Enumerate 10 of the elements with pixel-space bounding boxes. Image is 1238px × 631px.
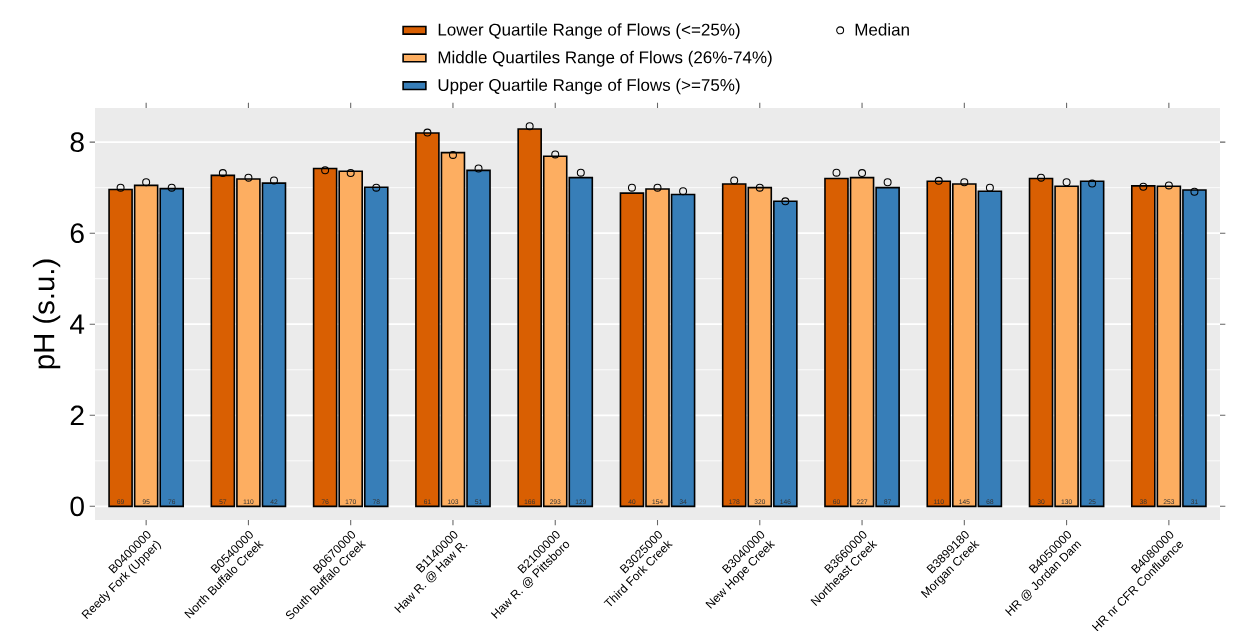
legend-label: Lower Quartile Range of Flows (<=25%): [438, 23, 740, 40]
y-tick-label: 8: [70, 132, 84, 153]
y-tick-label: 6: [70, 223, 84, 244]
y-tick-label: 4: [70, 314, 85, 334]
y-axis-title: pH (s.u.): [32, 259, 61, 369]
y-tick-label: 0: [70, 496, 84, 517]
legend-label: Middle Quartiles Range of Flows (26%-74%): [438, 50, 772, 67]
y-tick-label: 2: [70, 405, 84, 426]
legend-label: Upper Quartile Range of Flows (>=75%): [438, 78, 740, 95]
legend-label: Median: [855, 23, 909, 36]
